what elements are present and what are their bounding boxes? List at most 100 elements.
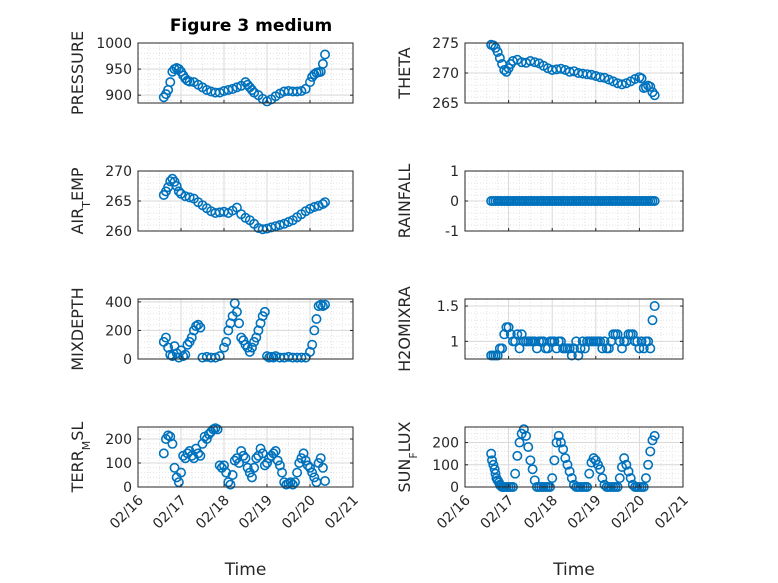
terr-msl-xtick-label: 02/18 xyxy=(193,493,233,533)
mixdepth-point xyxy=(195,322,206,333)
rainfall-ytick-label: 1 xyxy=(450,164,459,180)
mixdepth-ytick-label: 400 xyxy=(105,295,132,311)
sun-flux-plot: 0 100 200 02/16 02/17 02/18 02/19 02/20 02/21 SUN… xyxy=(395,421,692,580)
sun-flux-xtick-label: 02/16 xyxy=(434,492,474,532)
sun-flux-point xyxy=(614,473,625,484)
sun-flux-xtick-label: 02/19 xyxy=(565,493,605,533)
mixdepth-point xyxy=(234,318,245,329)
rainfall-ytick-label: -1 xyxy=(445,224,459,240)
sun-flux-point xyxy=(588,453,599,464)
pressure-point xyxy=(246,84,257,95)
terr-msl-ytick-label: 200 xyxy=(105,432,132,448)
pressure-ytick-label: 950 xyxy=(105,62,132,78)
sun-flux-xtick-label: 02/18 xyxy=(521,493,561,533)
sun-flux-point xyxy=(521,430,532,441)
rainfall-plot: -1 0 1 RAINFALL xyxy=(395,164,684,240)
sun-flux-point xyxy=(640,473,651,484)
sun-flux-point xyxy=(643,459,654,470)
pressure-plot: 900 950 1000 PRESSURE xyxy=(68,31,354,115)
air-temp-point xyxy=(180,191,191,202)
sun-flux-xlabel: Time xyxy=(552,560,595,580)
pressure-point xyxy=(304,77,315,88)
sun-flux-point xyxy=(619,453,630,464)
terr-msl-point xyxy=(270,445,281,456)
mixdepth-axes-box xyxy=(137,298,354,360)
theta-point xyxy=(616,79,627,90)
sun-flux-point xyxy=(527,464,538,475)
terr-msl-point xyxy=(302,460,313,471)
terr-msl-point xyxy=(212,424,223,435)
sun-flux-point xyxy=(564,466,575,477)
mixdepth-plot: 0 200 400 MIXDEPTH xyxy=(68,287,354,371)
mixdepth-point xyxy=(193,319,204,330)
h2omixra-ylabel: H2OMIXRA xyxy=(395,286,414,372)
theta-ylabel: THETA xyxy=(395,47,414,99)
terr-msl-point xyxy=(309,472,320,483)
terr-msl-point xyxy=(193,448,204,459)
air-temp-plot: 260 265 270 AIRTEMP xyxy=(68,164,354,240)
sun-flux-point xyxy=(487,455,498,466)
air-temp-point xyxy=(274,220,285,231)
pressure-point xyxy=(165,77,176,88)
terr-msl-xtick-label: 02/16 xyxy=(107,492,147,532)
terr-msl-point xyxy=(257,448,268,459)
theta-point xyxy=(640,82,651,93)
terr-msl-point xyxy=(289,477,300,488)
terr-msl-point xyxy=(292,467,303,478)
theta-point xyxy=(586,69,597,80)
terr-msl-point xyxy=(173,477,184,488)
pressure-point xyxy=(300,83,311,94)
sun-flux-ytick-label: 200 xyxy=(432,436,459,452)
sun-flux-point xyxy=(489,464,500,475)
terr-msl-ytick-label: 0 xyxy=(123,480,132,496)
air-temp-point xyxy=(261,223,272,234)
theta-plot: 265 270 275 THETA xyxy=(395,36,684,112)
terr-msl-point xyxy=(176,467,187,478)
mixdepth-point xyxy=(182,339,193,350)
mixdepth-point xyxy=(219,342,230,353)
h2omixra-point xyxy=(514,343,525,354)
pressure-point xyxy=(317,58,328,69)
sun-flux-point xyxy=(551,437,562,448)
terr-msl-point xyxy=(307,467,318,478)
sun-flux-axes-box xyxy=(464,426,684,488)
mixdepth-point xyxy=(309,325,320,336)
terr-msl-plot: 0 100 200 02/16 02/17 02/18 02/19 02/20 02/21 TER… xyxy=(68,422,362,580)
sun-flux-point xyxy=(566,473,577,484)
terr-msl-point xyxy=(255,443,266,454)
terr-msl-point xyxy=(167,438,178,449)
theta-point xyxy=(649,90,660,101)
terr-msl-ytick-label: 100 xyxy=(105,456,132,472)
terr-msl-point xyxy=(223,477,234,488)
theta-ytick-label: 265 xyxy=(432,96,459,112)
h2omixra-point xyxy=(512,329,523,340)
terr-msl-point xyxy=(191,443,202,454)
h2omixra-point xyxy=(571,336,582,347)
mixdepth-point xyxy=(296,352,307,363)
theta-ytick-label: 275 xyxy=(432,36,459,52)
terr-msl-point xyxy=(201,433,212,444)
air-temp-point xyxy=(266,222,277,233)
sun-flux-point xyxy=(553,430,564,441)
air-temp-point xyxy=(309,202,320,213)
pressure-point xyxy=(231,82,242,93)
air-temp-ytick-label: 270 xyxy=(105,164,132,180)
terr-msl-point xyxy=(227,469,238,480)
mixdepth-ylabel: MIXDEPTH xyxy=(68,287,87,370)
mixdepth-point xyxy=(160,332,171,343)
sun-flux-point xyxy=(490,468,501,479)
sun-flux-point xyxy=(547,473,558,484)
mixdepth-point xyxy=(210,352,221,363)
pressure-point xyxy=(223,84,234,95)
pressure-point xyxy=(320,49,331,60)
theta-point xyxy=(525,55,536,66)
theta-ytick-label: 270 xyxy=(432,66,459,82)
mixdepth-point xyxy=(259,306,270,317)
terr-msl-point xyxy=(246,472,257,483)
theta-point xyxy=(529,57,540,68)
sun-flux-point xyxy=(518,424,529,435)
pressure-axes-box xyxy=(137,42,354,104)
pressure-ytick-label: 900 xyxy=(105,88,132,104)
mixdepth-point xyxy=(307,339,318,350)
sun-flux-point xyxy=(512,450,523,461)
